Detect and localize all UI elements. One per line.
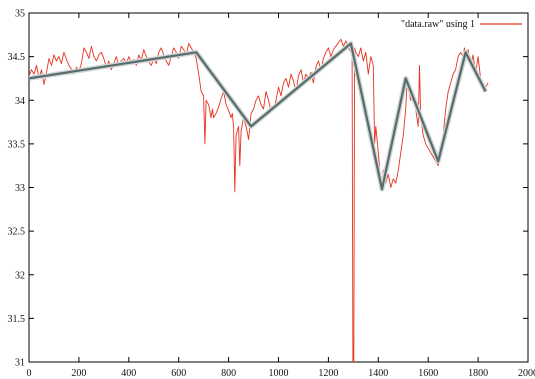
series-line-0: [29, 38, 489, 362]
y-tick-label: 32: [15, 270, 25, 281]
y-tick-label: 33: [15, 183, 25, 194]
x-tick-label: 200: [71, 368, 86, 379]
x-tick-label: 1800: [468, 368, 488, 379]
plot-area: [29, 38, 489, 362]
y-tick-label: 34.5: [8, 52, 26, 63]
x-tick-label: 600: [171, 368, 186, 379]
x-tick-label: 800: [221, 368, 236, 379]
legend: "data.raw" using 1: [401, 19, 522, 30]
x-tick-label: 400: [121, 368, 136, 379]
axis-ticks: [28, 12, 529, 363]
x-tick-label: 1400: [368, 368, 388, 379]
y-tick-label: 35: [15, 9, 25, 20]
axis-tick-labels: 0 200 400 600 800 1000 1200 1400 1600 1800 2000 31 3…: [8, 9, 535, 379]
y-tick-label: 34: [15, 96, 25, 107]
x-tick-label: 2000: [518, 368, 535, 379]
y-tick-label: 31: [15, 358, 25, 369]
x-tick-label: 1200: [318, 368, 338, 379]
legend-label: "data.raw" using 1: [401, 19, 475, 30]
x-tick-label: 1000: [269, 368, 289, 379]
y-tick-label: 32.5: [8, 227, 26, 238]
series-trend-line: [29, 42, 487, 191]
y-tick-label: 33.5: [8, 139, 26, 150]
x-tick-label: 1600: [418, 368, 438, 379]
x-tick-label: 0: [27, 368, 32, 379]
y-tick-label: 31.5: [8, 314, 26, 325]
